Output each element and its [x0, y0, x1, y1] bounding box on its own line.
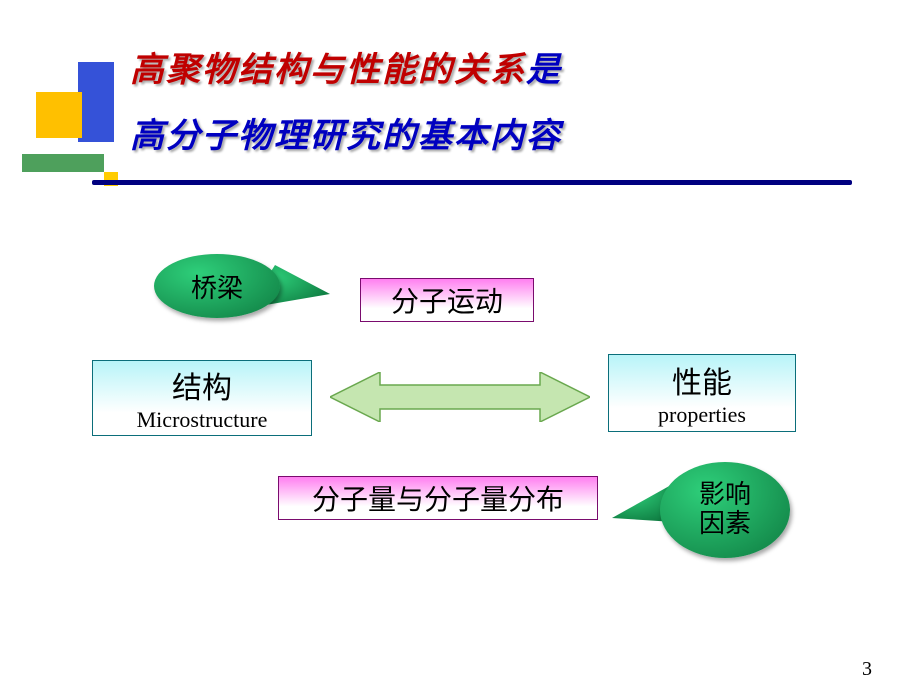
- bridge-ellipse: 桥梁: [154, 254, 280, 318]
- structure-subtitle: Microstructure: [137, 407, 268, 433]
- mw-distribution-box: 分子量与分子量分布: [278, 476, 598, 520]
- influence-label-2: 因素: [699, 510, 751, 539]
- influence-label-1: 影响: [699, 481, 751, 510]
- properties-box: 性能 properties: [608, 354, 796, 432]
- molecular-motion-label: 分子运动: [391, 280, 503, 320]
- bridge-callout-tail: [0, 0, 920, 690]
- bridge-label: 桥梁: [191, 268, 243, 305]
- structure-title: 结构: [172, 363, 232, 407]
- influence-ellipse: 影响 因素: [660, 462, 790, 558]
- properties-title: 性能: [672, 358, 732, 402]
- double-arrow: [330, 372, 590, 422]
- properties-subtitle: properties: [658, 402, 746, 428]
- structure-box: 结构 Microstructure: [92, 360, 312, 436]
- mw-distribution-label: 分子量与分子量分布: [312, 478, 564, 518]
- page-number: 3: [862, 658, 872, 681]
- molecular-motion-box: 分子运动: [360, 278, 534, 322]
